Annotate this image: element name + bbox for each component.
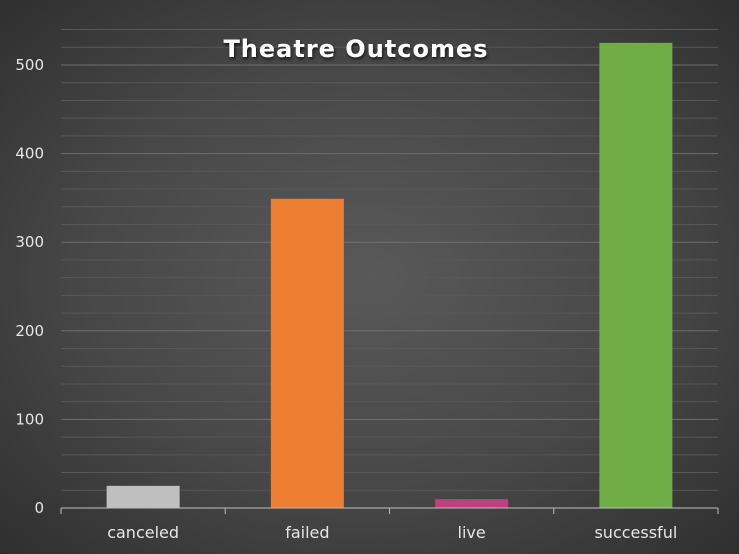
bars [106, 42, 673, 508]
axes [60, 507, 719, 514]
chart-title: Theatre Outcomes [223, 35, 488, 63]
bar-live [435, 499, 509, 508]
bar-successful [599, 42, 673, 508]
y-tick-label: 200 [15, 322, 44, 340]
labels: 0 100 200 300 400 500 canceled failed live succes… [15, 56, 677, 542]
x-tick-label: failed [285, 523, 329, 542]
bar-canceled [106, 485, 180, 508]
x-tick-label: canceled [107, 523, 179, 542]
x-tick-label: successful [594, 523, 677, 542]
y-tick-label: 0 [34, 499, 44, 517]
x-tick-label: live [458, 523, 486, 542]
y-tick-label: 500 [15, 56, 44, 74]
y-tick-label: 100 [15, 410, 44, 428]
y-tick-label: 400 [15, 145, 44, 163]
y-tick-label: 300 [15, 233, 44, 251]
bar-failed [270, 198, 344, 508]
